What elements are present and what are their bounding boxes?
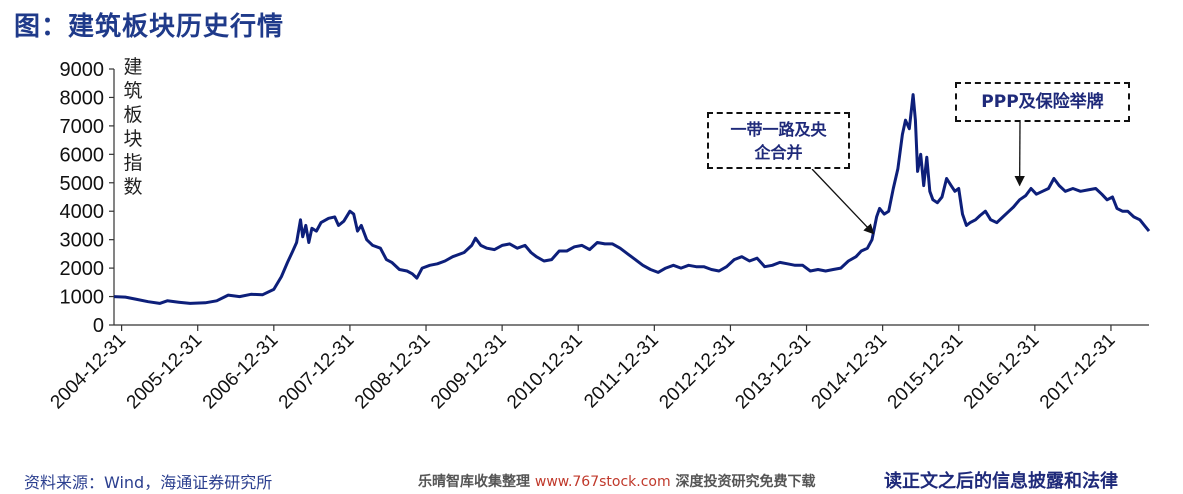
y-tick-label: 0 [93,315,104,337]
watermark-left: 乐晴智库收集整理 [418,474,535,490]
y-tick-label: 8000 [60,87,105,109]
x-tick-label: 2012-12-31 [655,330,739,414]
x-tick-label: 2006-12-31 [199,330,283,414]
x-tick-label: 2008-12-31 [351,330,435,414]
y-tick-label: 9000 [60,59,105,81]
x-tick-label: 2015-12-31 [884,330,968,414]
series-line [113,93,1151,305]
y-axis-label: 建筑板块指数 [123,56,143,198]
annotation-ppp: PPP及保险举牌 [955,82,1130,122]
y-tick-label: 5000 [60,173,105,195]
x-tick-label: 2010-12-31 [503,330,587,414]
footer-disclaimer: 读正文之后的信息披露和法律 [884,471,1118,492]
x-tick-label: 2004-12-31 [47,330,131,414]
annotation-belt-and-road: 一带一路及央企合并 [707,112,850,169]
y-tick-label: 1000 [60,287,105,309]
annotation-text: 一带一路及央企合并 [730,119,827,162]
x-axis: 2004-12-312005-12-312006-12-312007-12-31… [47,324,1149,414]
x-tick-label: 2013-12-31 [731,330,815,414]
y-tick-label: 3000 [60,230,105,252]
x-tick-label: 2014-12-31 [808,330,892,414]
watermark: 乐晴智库收集整理 www.767stock.com 深度投资研究免费下载 [418,471,816,491]
y-tick-label: 6000 [60,144,105,166]
x-tick-label: 2011-12-31 [580,330,663,413]
annotation-arrow [811,168,875,235]
series-group [113,93,1151,305]
x-tick-label: 2009-12-31 [427,330,511,414]
source-note: 资料来源：Wind，海通证券研究所 [24,473,273,492]
watermark-url: www.767stock.com [534,474,671,490]
x-tick-label: 2005-12-31 [123,330,207,414]
annotation-text: PPP及保险举牌 [981,91,1104,112]
x-tick-label: 2017-12-31 [1036,330,1120,414]
x-tick-label: 2016-12-31 [960,330,1044,414]
y-tick-label: 7000 [60,116,105,138]
y-tick-label: 2000 [60,258,105,280]
annotation-arrows [811,121,1025,235]
watermark-right: 深度投资研究免费下载 [670,474,816,490]
line-chart: 0 1000 2000 3000 4000 5000 6000 7000 8000 9000 20… [47,59,1151,414]
y-tick-label: 4000 [60,201,105,223]
x-tick-label: 2007-12-31 [275,330,359,414]
figure-title: 图：建筑板块历史行情 [14,12,285,42]
y-axis: 0 1000 2000 3000 4000 5000 6000 7000 8000 9000 [60,59,115,337]
